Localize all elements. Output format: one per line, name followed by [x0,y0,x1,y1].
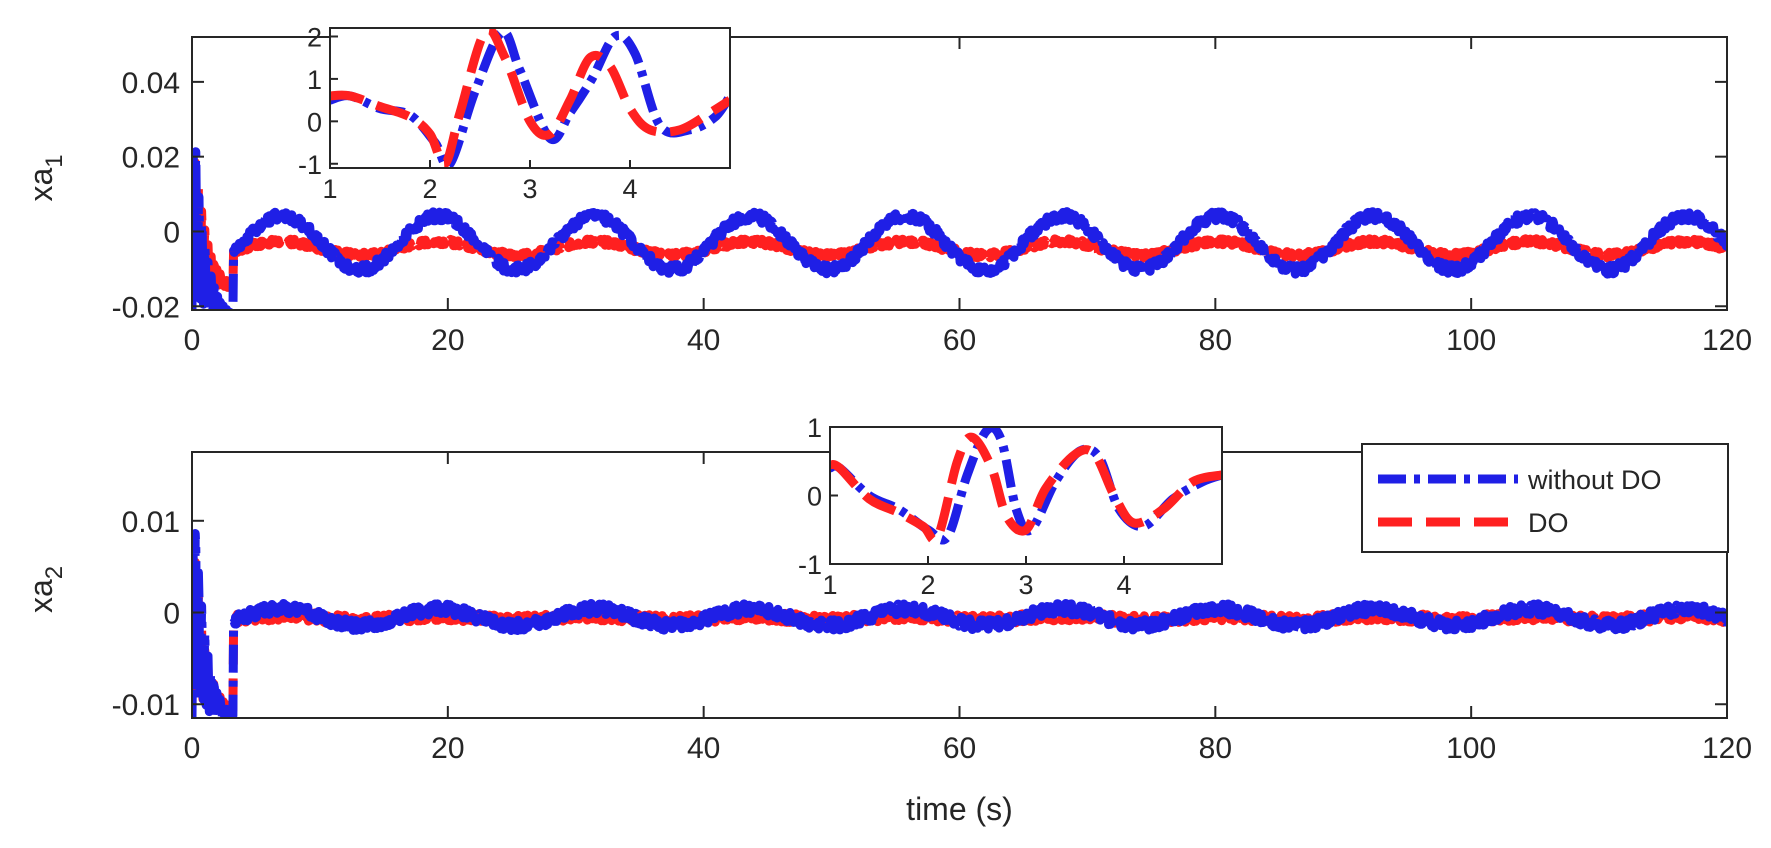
x-axis-label: time (s) [906,791,1013,827]
x-tick-label: 20 [431,732,464,765]
legend: without DO DO [1361,443,1729,553]
inset-x-tick-label: 2 [920,570,935,600]
y-axis-label: xa2 [23,566,68,613]
y-tick-label: 0 [163,216,180,249]
inset-x-tick-label: 2 [422,174,437,204]
x-tick-label: 120 [1702,732,1752,765]
y-tick-label: 0 [163,598,180,631]
inset-y-tick-label: 1 [807,413,822,443]
x-tick-label: 40 [687,324,720,357]
x-tick-label: 40 [687,732,720,765]
inset-y-tick-label: 1 [307,65,322,95]
inset-top: 1 2 3 4 -1 0 1 2 [298,22,731,204]
x-tick-label: 100 [1446,732,1496,765]
x-tick-label: 100 [1446,324,1496,357]
inset-x-tick-label: 1 [322,174,337,204]
inset-y-tick-label: -1 [798,550,822,580]
inset-line-do [830,432,1222,545]
y-axis-label-main: xa [23,168,59,202]
y-axis-label: xa1 [23,154,68,201]
x-tick-label: 120 [1702,324,1752,357]
inset-x-tick-label: 1 [822,570,837,600]
inset-line-without-do [830,427,1222,545]
inset-x-tick-label: 3 [1018,570,1033,600]
y-axis-label-main: xa [23,579,59,613]
legend-label-without-do: without DO [1527,465,1662,495]
inset-y-tick-label: 0 [807,482,822,512]
inset-line-do [330,28,730,168]
legend-label-do: DO [1528,508,1569,538]
series-line-do [192,557,1727,718]
x-tick-label: 20 [431,324,464,357]
inset-series-group [830,427,1222,545]
x-tick-label: 60 [943,324,976,357]
series-group [192,147,1727,310]
inset-line-without-do [330,28,730,168]
inset-series-group [330,28,730,168]
series-line-without-do [192,529,1727,718]
y-axis-label-subscript: 1 [41,154,68,167]
inset-x-tick-label: 3 [522,174,537,204]
y-tick-label: 0.04 [122,67,180,100]
inset-background [830,427,1222,564]
x-tick-label: 0 [184,324,201,357]
x-tick-label: 80 [1199,324,1232,357]
y-tick-label: 0.02 [122,142,180,175]
x-tick-label: 60 [943,732,976,765]
y-tick-label: 0.01 [122,506,180,539]
inset-y-tick-label: 2 [307,22,322,52]
inset-y-tick-label: 0 [307,107,322,137]
inset-x-tick-label: 4 [622,174,637,204]
y-axis-label-subscript: 2 [41,566,68,579]
series-line-without-do [192,147,1727,310]
y-tick-label: -0.01 [112,689,180,722]
inset-bottom: 1 2 3 4 -1 0 1 [798,413,1223,600]
inset-y-tick-label: -1 [298,150,322,180]
series-group [192,529,1727,718]
x-tick-label: 0 [184,732,201,765]
legend-box [1361,443,1729,553]
x-tick-label: 80 [1199,732,1232,765]
y-tick-label: -0.02 [112,291,180,324]
inset-x-tick-label: 4 [1116,570,1131,600]
